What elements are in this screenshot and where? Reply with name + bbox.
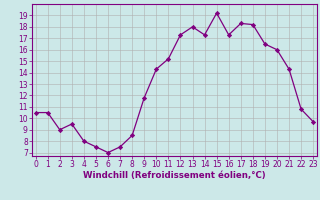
X-axis label: Windchill (Refroidissement éolien,°C): Windchill (Refroidissement éolien,°C) xyxy=(83,171,266,180)
